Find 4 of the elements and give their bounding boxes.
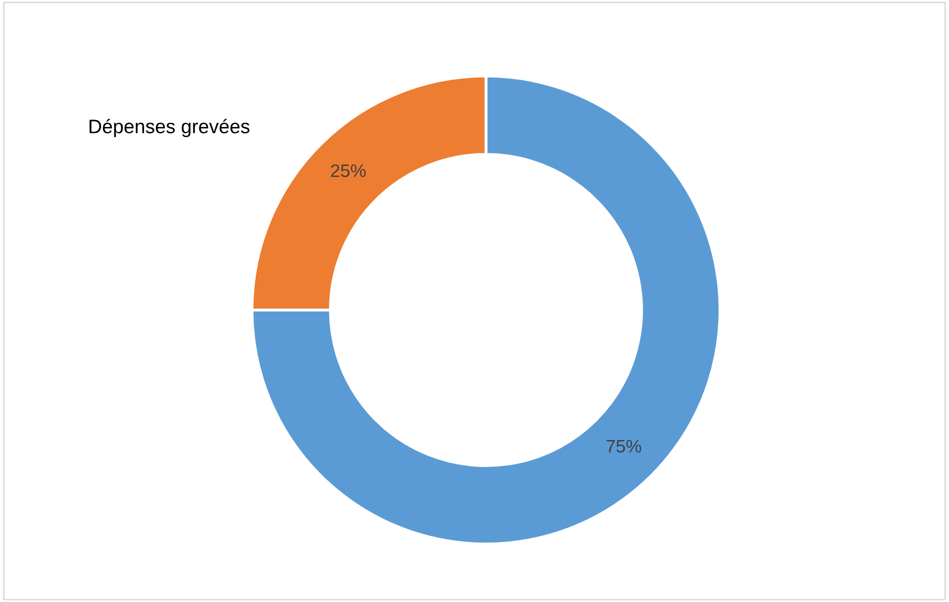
data-label: 25% xyxy=(331,164,366,178)
data-label: 75% xyxy=(606,440,642,453)
text: Dépenses grevées xyxy=(90,118,250,138)
donut-slice xyxy=(252,76,720,544)
